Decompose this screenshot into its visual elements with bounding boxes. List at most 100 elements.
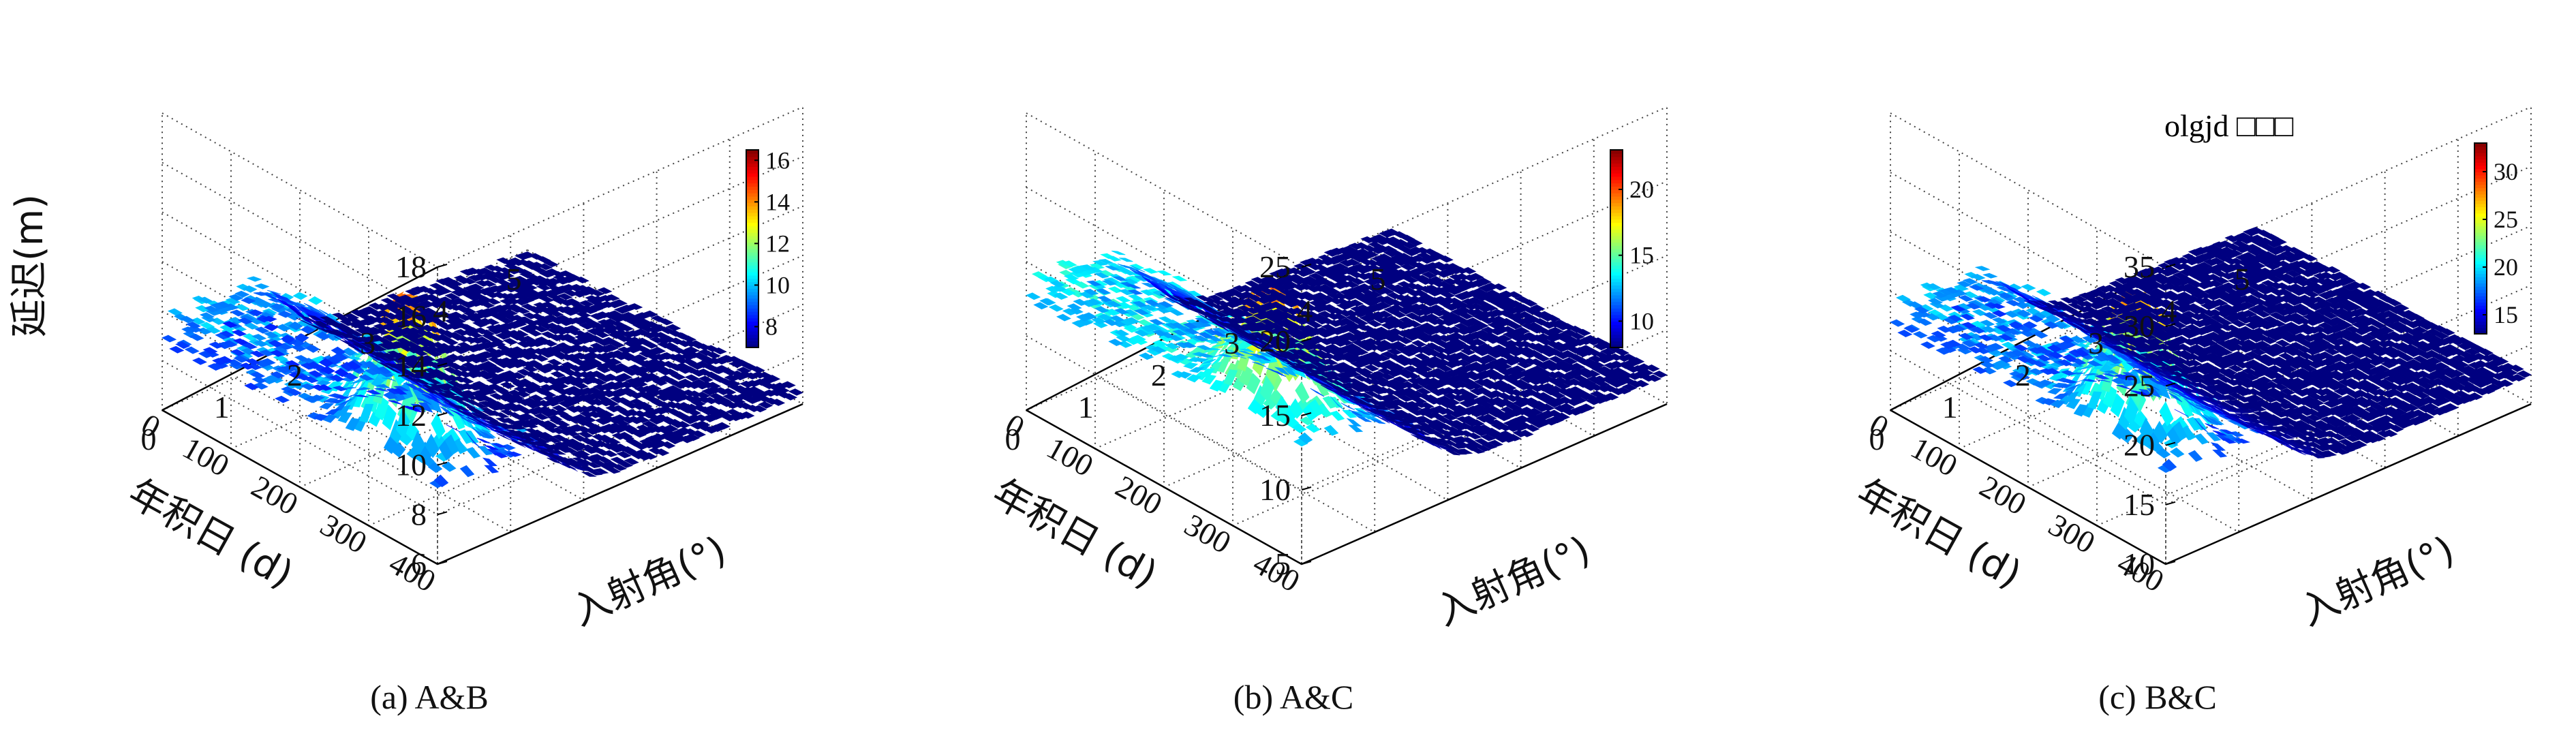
surface-patch bbox=[2194, 433, 2209, 445]
colorbar-step bbox=[1610, 285, 1623, 289]
surface-patch bbox=[408, 406, 423, 413]
surface-patch bbox=[578, 405, 594, 414]
surface-patch bbox=[611, 405, 627, 413]
surface-patch bbox=[552, 405, 568, 413]
colorbar-step bbox=[746, 238, 758, 243]
colorbar-step bbox=[1610, 305, 1623, 309]
x-tick-label: 1 bbox=[1078, 390, 1094, 424]
surface-patch bbox=[440, 406, 455, 417]
colorbar-step bbox=[746, 294, 758, 299]
y-tick-label: 400 bbox=[1248, 546, 1306, 599]
surface-patch bbox=[518, 407, 534, 415]
colorbar-step bbox=[746, 288, 758, 292]
surface-patch bbox=[536, 400, 552, 407]
surface-patch bbox=[703, 426, 718, 434]
colorbar-step bbox=[1610, 249, 1623, 253]
colorbar-step bbox=[746, 209, 758, 213]
surface-patch bbox=[782, 393, 798, 401]
colorbar-step bbox=[746, 215, 758, 220]
surface-patch bbox=[495, 429, 509, 436]
colorbar-step bbox=[1610, 176, 1623, 181]
surface-patch bbox=[788, 388, 803, 396]
surface-patch bbox=[461, 417, 476, 425]
surface-patch bbox=[581, 471, 597, 477]
surface-patch bbox=[703, 397, 718, 405]
surface-patch bbox=[592, 406, 607, 414]
z-tick-label: 25 bbox=[1259, 249, 1291, 284]
surface-patch bbox=[626, 416, 642, 424]
colorbar-step bbox=[1610, 258, 1623, 263]
x-tick-label: 0 bbox=[1005, 422, 1021, 456]
colorbar-step bbox=[1610, 156, 1623, 161]
colorbar-step bbox=[1610, 265, 1623, 269]
surface-patch bbox=[1169, 309, 1184, 316]
surface bbox=[1026, 228, 1668, 456]
surface-patch bbox=[654, 389, 669, 397]
surface-patch bbox=[743, 372, 759, 380]
surface-patch bbox=[1097, 296, 1113, 303]
surface-patch bbox=[476, 437, 491, 444]
colorbar-step bbox=[746, 308, 758, 312]
colorbar-tick-label: 12 bbox=[765, 230, 790, 257]
surface-patch bbox=[625, 409, 641, 416]
x-tick-label: 2 bbox=[287, 358, 303, 392]
colorbar-step bbox=[746, 183, 758, 187]
surface-patch bbox=[677, 402, 692, 409]
surface-patch bbox=[602, 424, 618, 431]
surface-patch bbox=[614, 388, 630, 396]
z-tick-label: 15 bbox=[1259, 398, 1291, 433]
surface-patch bbox=[1111, 250, 1126, 255]
surface-patch bbox=[651, 377, 666, 385]
surface-patch bbox=[489, 420, 506, 426]
surface-patch bbox=[1116, 296, 1131, 303]
colorbar-step bbox=[1610, 222, 1623, 226]
surface-patch bbox=[2169, 447, 2185, 458]
z-tick-label: 12 bbox=[395, 398, 427, 433]
x-axis-label: 入射角(°) bbox=[1430, 528, 1597, 635]
surface-patch bbox=[671, 347, 686, 354]
surface-patch bbox=[579, 465, 596, 471]
surface-patch bbox=[1048, 304, 1064, 312]
colorbar-step bbox=[746, 291, 758, 296]
surface-patch bbox=[559, 414, 575, 421]
surface-patch bbox=[395, 407, 410, 440]
colorbar-tick-label: 8 bbox=[765, 313, 778, 340]
surface-patch bbox=[705, 382, 722, 390]
x-tick-label: 3 bbox=[360, 326, 375, 360]
surface-patch bbox=[382, 377, 397, 382]
surface-patch bbox=[636, 424, 651, 432]
surface-patch bbox=[388, 400, 402, 405]
colorbar-step bbox=[1610, 163, 1623, 167]
surface-patch bbox=[752, 405, 767, 413]
surface-patch bbox=[446, 424, 461, 433]
colorbar-step bbox=[1610, 268, 1623, 273]
surface-patch bbox=[487, 424, 502, 431]
surface-patch bbox=[562, 463, 577, 470]
y-tick-label: 100 bbox=[177, 430, 235, 483]
surface-patch bbox=[574, 450, 591, 457]
grid-line bbox=[162, 106, 803, 268]
surface-patch bbox=[547, 444, 563, 451]
surface-patch bbox=[472, 427, 487, 438]
colorbar-step bbox=[1610, 215, 1623, 220]
surface-patch bbox=[692, 379, 707, 386]
colorbar-step bbox=[1610, 281, 1623, 285]
surface-patch bbox=[767, 383, 782, 391]
z-tick-label: 18 bbox=[395, 249, 427, 284]
surface-patch bbox=[541, 420, 557, 428]
surface-patch bbox=[617, 431, 633, 439]
colorbar-step bbox=[746, 258, 758, 263]
surface-patch bbox=[624, 458, 639, 465]
x-tick-label: 0 bbox=[141, 422, 157, 456]
colorbar-step bbox=[746, 235, 758, 240]
x-tick-label: 5 bbox=[506, 262, 522, 296]
colorbar-step bbox=[746, 268, 758, 273]
surface-patch bbox=[679, 435, 694, 444]
colorbar-step bbox=[1610, 341, 1623, 345]
surface-patch bbox=[587, 387, 602, 394]
surface-patch bbox=[418, 402, 433, 413]
colorbar-step bbox=[1610, 209, 1623, 213]
surface-patch bbox=[714, 387, 729, 394]
colorbar-step bbox=[1610, 226, 1623, 230]
